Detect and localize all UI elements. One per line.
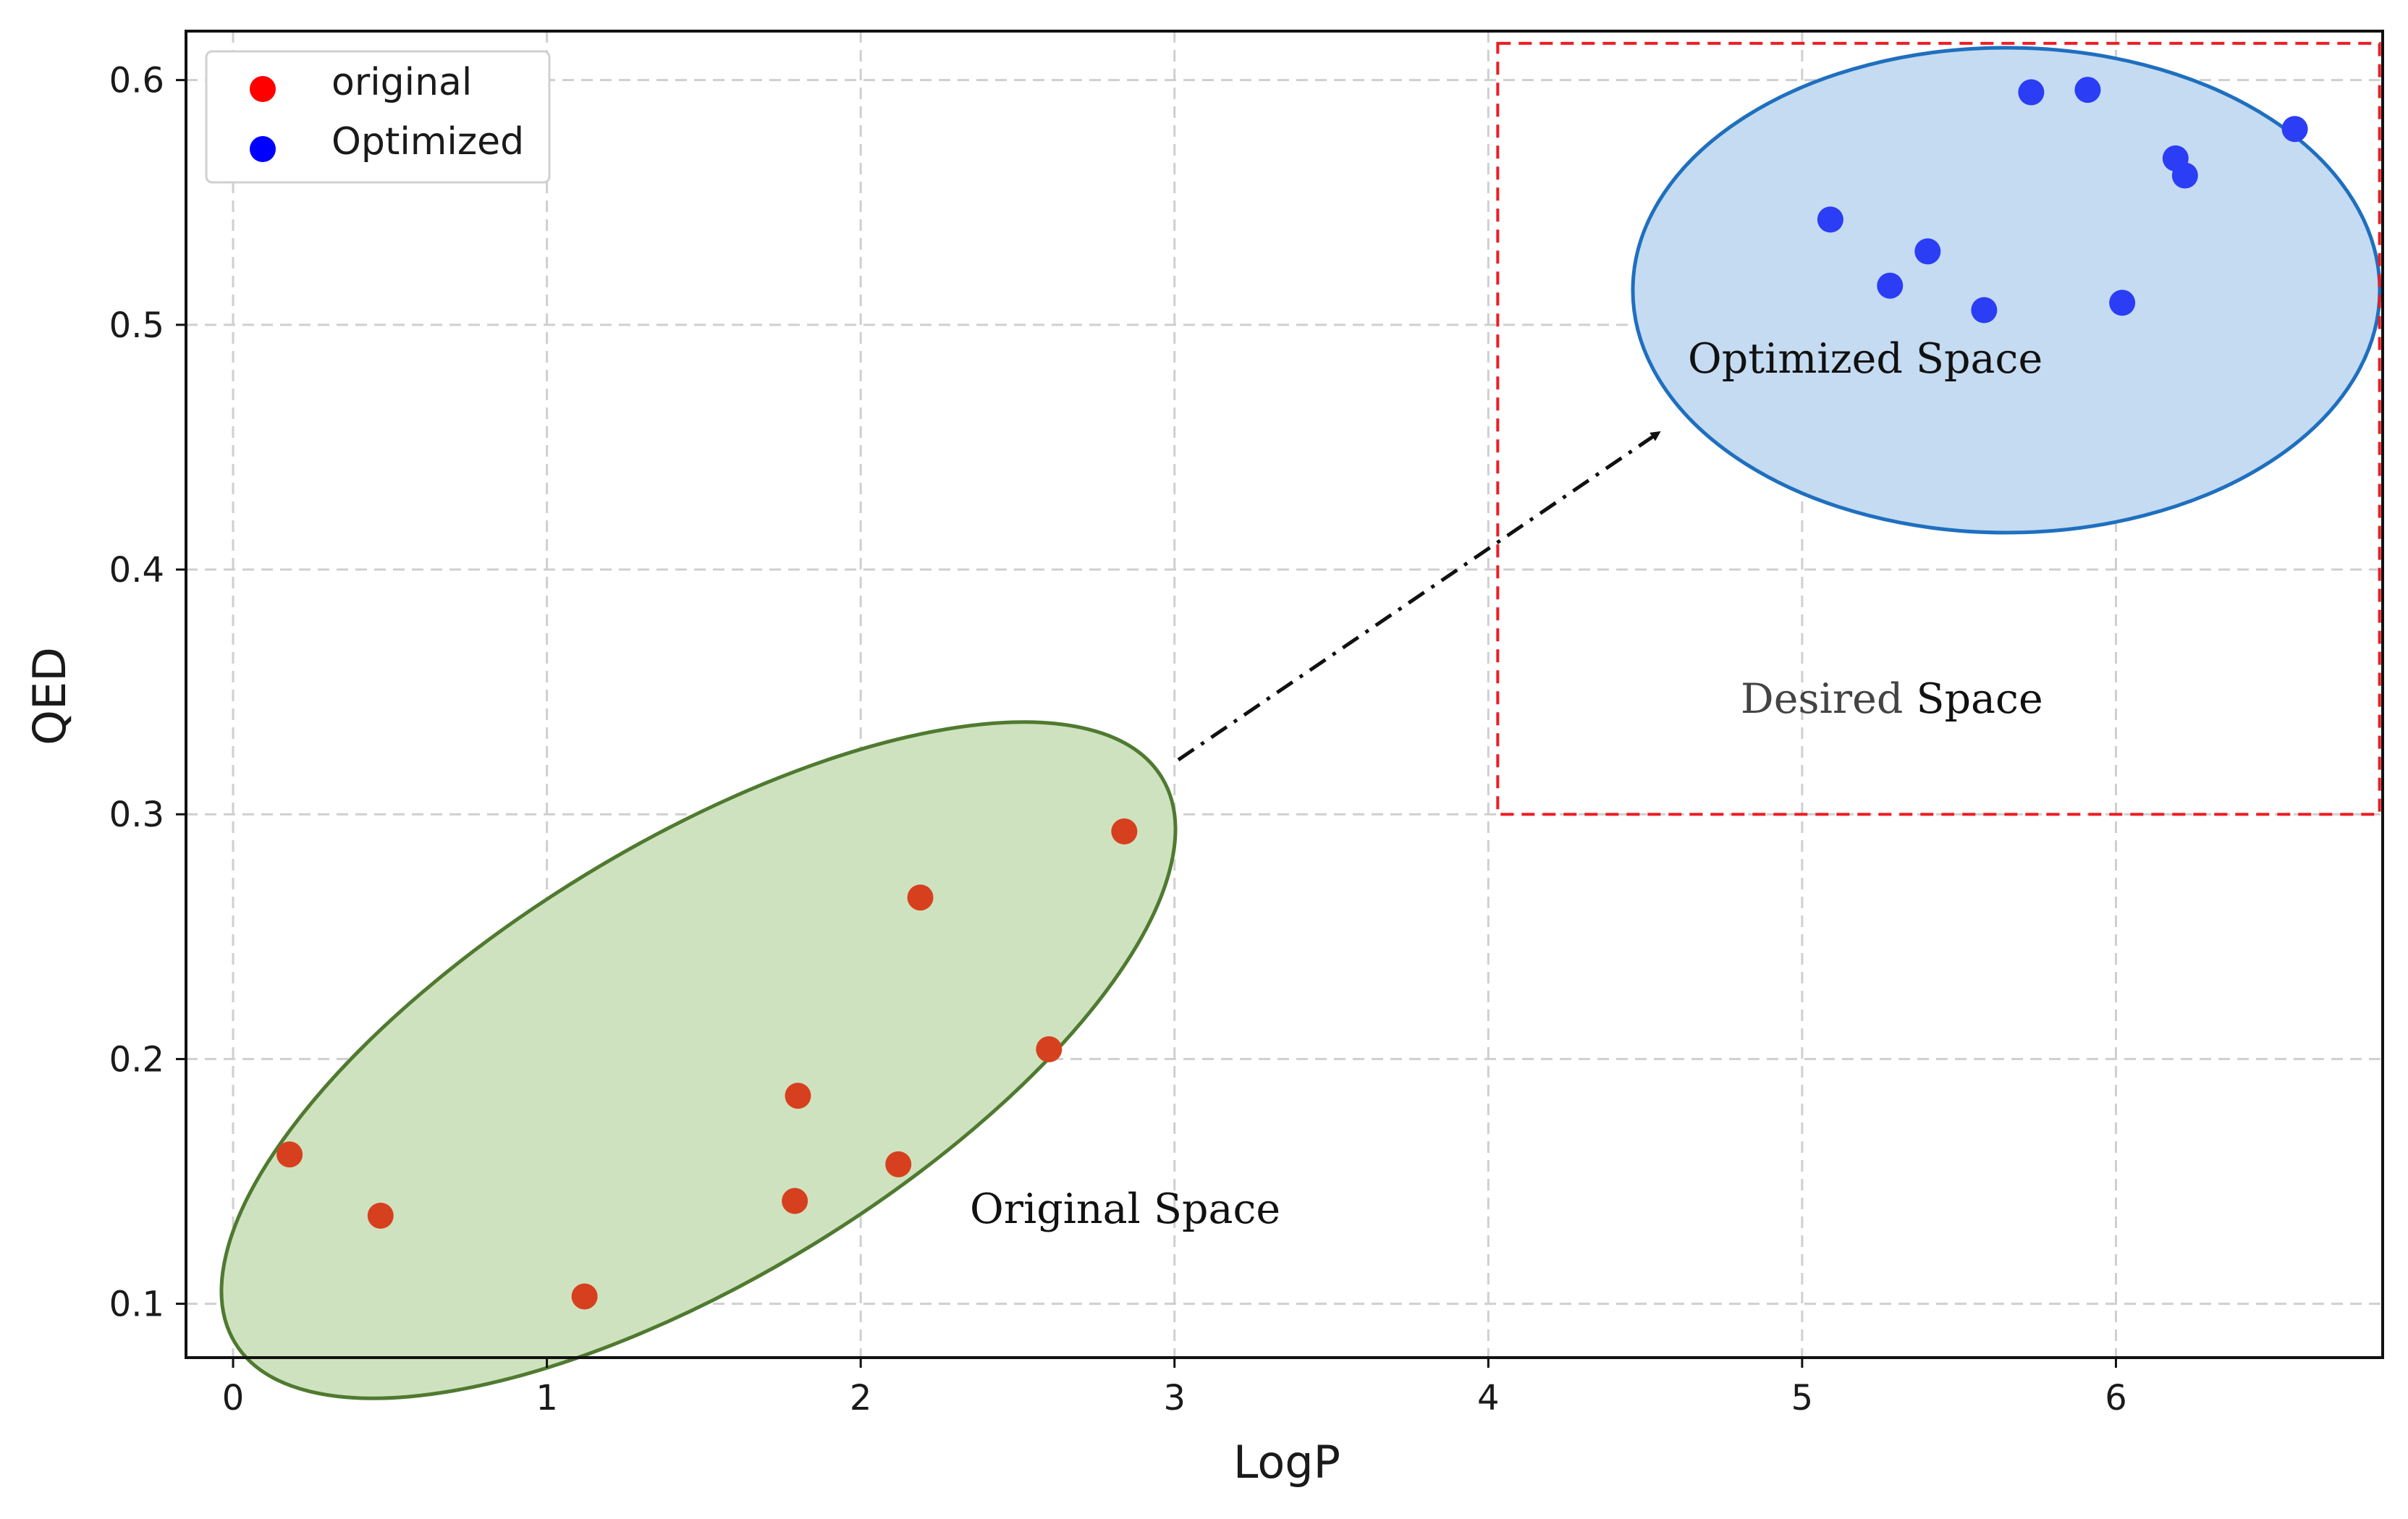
original-point bbox=[276, 1141, 303, 1168]
desired-space-label-word1: Desired bbox=[1741, 675, 1903, 723]
optimized-point bbox=[2281, 116, 2308, 143]
x-tick-label: 3 bbox=[1163, 1378, 1186, 1418]
axis-ticks: 0 1 2 3 4 5 6 0.1 0.2 0.3 0.4 0.5 0.6 bbox=[109, 61, 2127, 1418]
original-point bbox=[571, 1283, 598, 1310]
optimized-space-region bbox=[1631, 46, 2382, 535]
original-space-label: Original Space bbox=[970, 1185, 1280, 1233]
x-tick-label: 6 bbox=[2105, 1378, 2127, 1418]
y-tick-label: 0.1 bbox=[109, 1285, 164, 1325]
x-tick-label: 5 bbox=[1791, 1378, 1814, 1418]
plot-frame bbox=[185, 30, 2384, 1359]
original-point bbox=[367, 1202, 394, 1229]
optimized-point bbox=[1971, 297, 1998, 323]
original-space-region bbox=[219, 720, 1178, 1400]
y-axis-label: QED bbox=[23, 647, 76, 745]
x-tick-label: 2 bbox=[850, 1378, 872, 1418]
optimization-arrow bbox=[1177, 430, 1661, 762]
original-point bbox=[907, 884, 934, 911]
original-point bbox=[885, 1151, 912, 1177]
y-tick-label: 0.4 bbox=[109, 550, 164, 591]
optimized-point bbox=[2018, 79, 2045, 106]
legend: original Optimized bbox=[205, 50, 551, 184]
original-point bbox=[1036, 1036, 1063, 1062]
x-axis-label: LogP bbox=[1233, 1436, 1340, 1489]
y-tick-label: 0.2 bbox=[109, 1039, 164, 1080]
original-point bbox=[785, 1083, 811, 1109]
y-tick-label: 0.3 bbox=[109, 795, 164, 835]
legend-label-optimized: Optimized bbox=[331, 120, 524, 164]
x-tick-label: 1 bbox=[536, 1378, 558, 1418]
y-tick-label: 0.5 bbox=[109, 305, 164, 346]
legend-label-original: original bbox=[331, 61, 472, 104]
optimized-point bbox=[1877, 272, 1904, 299]
x-tick-label: 0 bbox=[222, 1378, 245, 1418]
original-point bbox=[782, 1188, 808, 1214]
optimized-point bbox=[2109, 289, 2136, 316]
legend-marker-original bbox=[250, 76, 276, 102]
optimized-point bbox=[1914, 238, 1941, 265]
legend-marker-optimized bbox=[250, 136, 276, 162]
desired-space-label: Desired Space bbox=[1741, 675, 2043, 723]
optimized-space-label: Optimized Space bbox=[1688, 335, 2042, 383]
legend-box bbox=[205, 50, 551, 184]
desired-space-label-word2: Space bbox=[1917, 675, 2043, 723]
optimized-point bbox=[1817, 206, 1843, 233]
data-points bbox=[276, 77, 2308, 1310]
desired-space-region bbox=[1496, 41, 2381, 816]
optimized-point bbox=[2074, 77, 2101, 103]
original-point bbox=[1111, 818, 1138, 845]
optimized-point bbox=[2171, 162, 2198, 189]
x-tick-label: 4 bbox=[1477, 1378, 1500, 1418]
y-tick-label: 0.6 bbox=[109, 61, 164, 101]
